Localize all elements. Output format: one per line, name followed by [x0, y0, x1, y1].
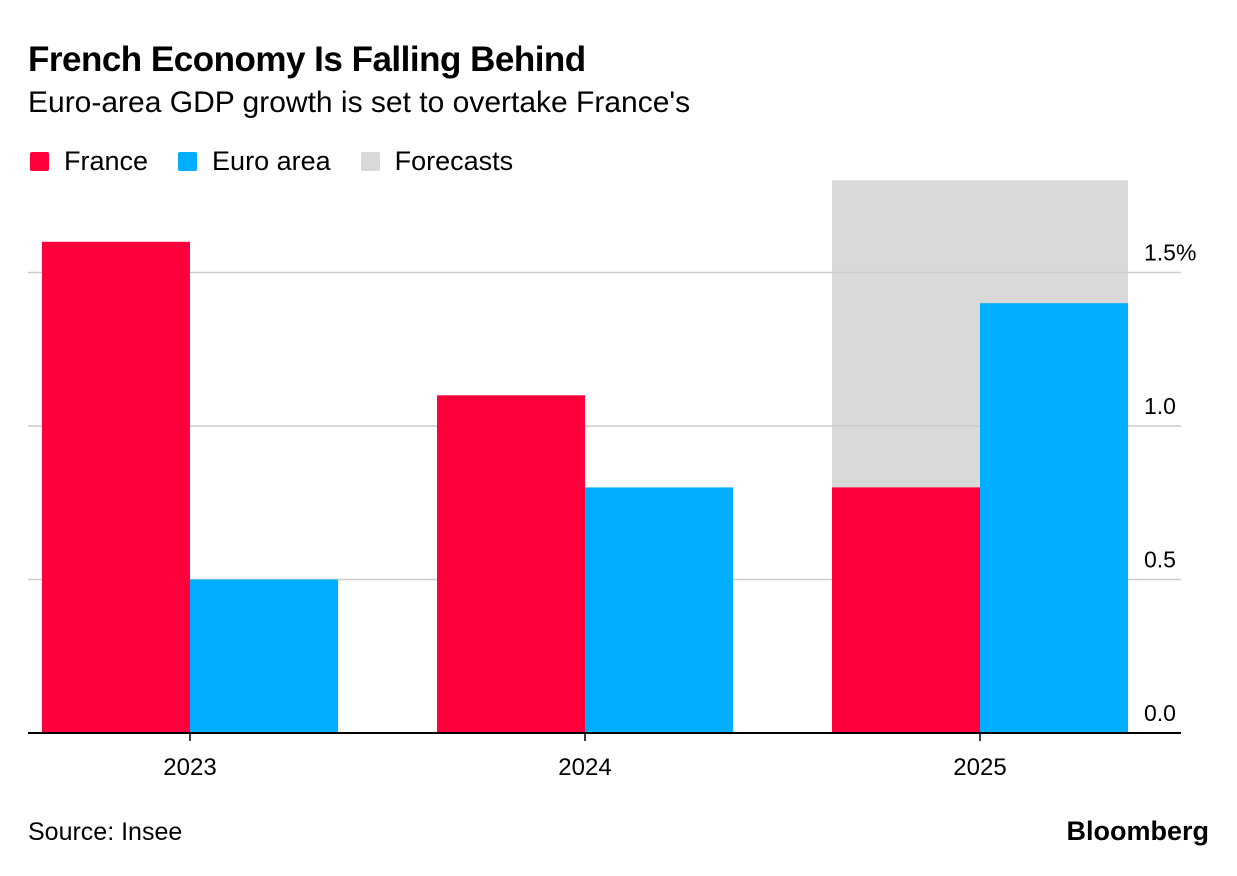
legend: France Euro area Forecasts — [30, 146, 543, 177]
y-tick-label-0.0: 0.0 — [1144, 700, 1176, 726]
legend-label-forecasts: Forecasts — [394, 146, 514, 176]
legend-swatch-forecasts — [360, 152, 380, 171]
legend-swatch-france — [30, 152, 49, 171]
legend-label-france: France — [64, 146, 149, 176]
bloomberg-logo: Bloomberg — [1066, 816, 1209, 846]
legend-item-euro-area: Euro area — [178, 146, 331, 177]
chart-subtitle: Euro-area GDP growth is set to overtake … — [28, 86, 691, 119]
x-tick-label-2024: 2024 — [558, 754, 611, 781]
y-tick-label-1.0: 1.0 — [1144, 393, 1176, 419]
legend-item-forecasts: Forecasts — [360, 146, 514, 177]
legend-item-france: France — [30, 146, 148, 177]
x-tick-label-2023: 2023 — [163, 754, 216, 781]
legend-swatch-euro-area — [178, 152, 198, 171]
bar-france-2023 — [42, 241, 190, 734]
bar-euro-area-2023 — [190, 579, 338, 733]
bar-france-2024 — [437, 395, 585, 733]
bar-euro-area-2024 — [585, 487, 733, 733]
y-tick-label-1.5%: 1.5% — [1144, 240, 1196, 266]
bar-euro-area-2025 — [980, 303, 1128, 733]
chart-title: French Economy Is Falling Behind — [28, 40, 586, 79]
y-tick-label-0.5: 0.5 — [1144, 547, 1176, 573]
legend-label-euro-area: Euro area — [212, 146, 331, 176]
source-note: Source: Insee — [28, 818, 183, 846]
x-tick-label-2025: 2025 — [953, 754, 1006, 781]
bar-france-2025 — [832, 487, 980, 733]
